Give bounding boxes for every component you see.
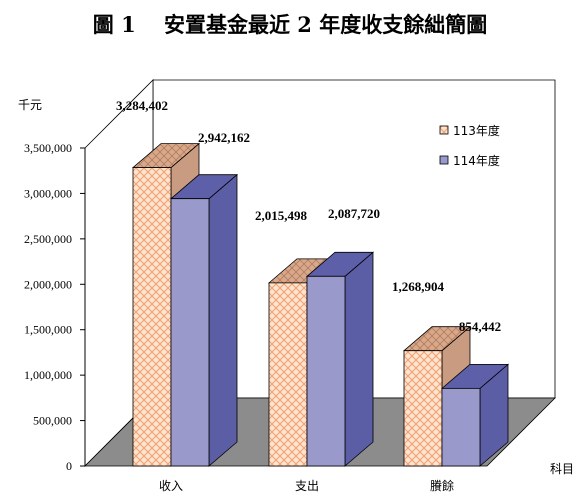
legend: 113年度 114年度 xyxy=(439,123,500,168)
category-label: 賸餘 xyxy=(430,478,454,493)
legend-swatch-114 xyxy=(439,155,449,165)
legend-label-114: 114年度 xyxy=(453,153,500,168)
legend-swatch-113 xyxy=(439,125,449,135)
y-tick-label: 2,000,000 xyxy=(24,277,72,291)
y-tick-label: 0 xyxy=(66,459,72,473)
y-tick-label: 1,500,000 xyxy=(24,323,72,337)
legend-label-113: 113年度 xyxy=(453,123,500,138)
bar-front xyxy=(268,282,308,467)
data-labels: 3,284,402 2,942,162 收入 2,015,498 2,087,720 支出… xyxy=(116,98,501,493)
x-axis-label: 科目 xyxy=(550,462,574,476)
y-axis: 0 500,000 1,000,000 1,500,000 2,000,000 2,500… xyxy=(24,141,86,473)
bar-side xyxy=(344,251,374,467)
bar-side xyxy=(208,173,238,467)
bar-0-1 xyxy=(169,173,239,467)
category-label: 支出 xyxy=(295,479,319,493)
data-label: 854,442 xyxy=(459,319,501,334)
data-label: 2,942,162 xyxy=(198,130,250,145)
bar-front xyxy=(403,350,443,467)
category-label: 收入 xyxy=(159,479,183,493)
data-label: 2,015,498 xyxy=(255,208,308,223)
bar-1-1 xyxy=(305,251,375,467)
y-tick-label: 2,500,000 xyxy=(24,232,72,246)
bars xyxy=(131,142,510,467)
data-label: 2,087,720 xyxy=(328,206,380,221)
bar-front xyxy=(306,275,346,467)
bar-front xyxy=(170,198,210,467)
data-label: 3,284,402 xyxy=(116,98,168,113)
bar-2-1 xyxy=(440,363,510,467)
data-label: 1,268,904 xyxy=(392,279,445,294)
y-tick-label: 500,000 xyxy=(33,414,72,428)
y-tick-label: 1,000,000 xyxy=(24,368,72,382)
y-axis-label: 千元 xyxy=(18,98,42,112)
y-tick-label: 3,500,000 xyxy=(24,141,72,155)
bar-front xyxy=(132,167,172,467)
bar-front xyxy=(441,387,481,467)
chart-title: 圖 1 安置基金最近 2 年度收支餘絀簡圖 xyxy=(93,12,487,37)
y-tick-label: 3,000,000 xyxy=(24,186,72,200)
